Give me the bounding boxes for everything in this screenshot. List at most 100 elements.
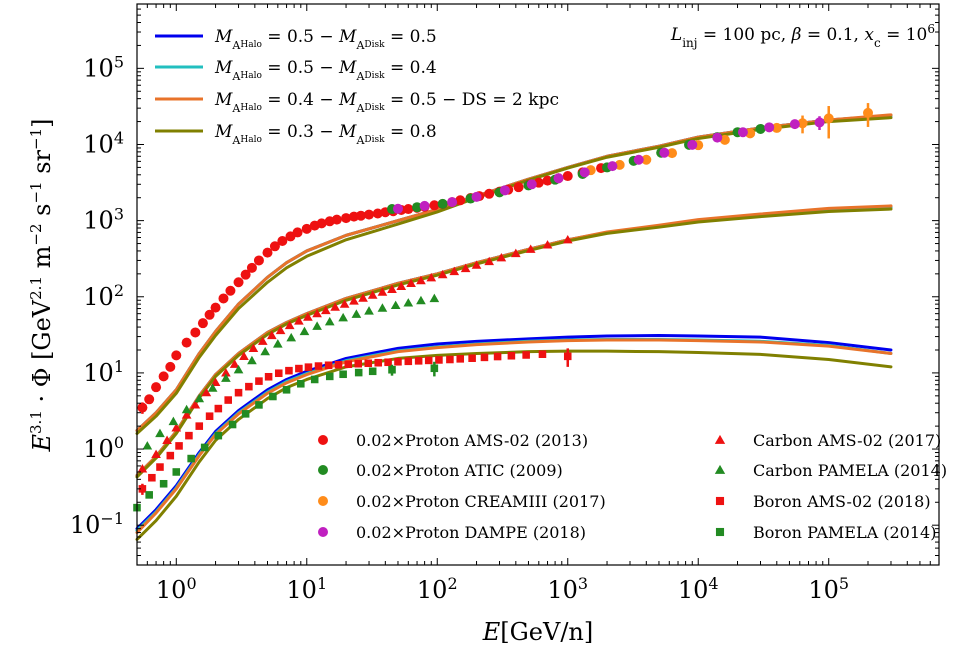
data-point bbox=[151, 449, 161, 459]
data-point bbox=[303, 312, 313, 321]
data-point bbox=[171, 350, 182, 361]
data-point bbox=[447, 197, 458, 208]
data-point bbox=[437, 198, 448, 209]
tick-exponent: 3 bbox=[578, 574, 588, 593]
data-point bbox=[314, 362, 323, 370]
data-point bbox=[404, 357, 413, 366]
data-point bbox=[823, 113, 834, 124]
data-point bbox=[513, 182, 524, 193]
axis-ticks bbox=[136, 3, 940, 566]
data-point bbox=[484, 256, 495, 266]
data-point bbox=[241, 410, 250, 418]
legend-marker-swatch bbox=[318, 465, 328, 475]
y-axis-title: E3.1 · Φ [GeV2.1 m−2 s−1 sr−1] bbox=[27, 118, 56, 452]
data-point bbox=[419, 200, 430, 211]
tick-exponent: 2 bbox=[447, 574, 457, 593]
legend-label: 0.02×Proton ATIC (2009) bbox=[356, 461, 563, 480]
data-point bbox=[339, 370, 347, 379]
legend-label: Carbon AMS-02 (2017) bbox=[753, 431, 941, 450]
data-point bbox=[233, 364, 244, 374]
data-point bbox=[538, 350, 547, 358]
data-point bbox=[292, 227, 303, 238]
x-tick-label: 105 bbox=[808, 574, 849, 605]
legend-entry-dataset-7: Boron AMS-02 (2018) bbox=[715, 492, 931, 511]
data-point bbox=[659, 147, 670, 158]
data-point bbox=[200, 443, 209, 452]
data-point bbox=[403, 204, 414, 215]
tick-exponent: 2 bbox=[114, 280, 124, 299]
data-point bbox=[377, 303, 388, 312]
tick-exponent: 0 bbox=[186, 574, 196, 593]
data-point bbox=[437, 269, 448, 279]
data-point bbox=[814, 117, 825, 128]
data-point bbox=[269, 241, 280, 252]
data-point bbox=[245, 382, 253, 391]
legend-label: 0.02×Proton AMS-02 (2013) bbox=[356, 431, 588, 450]
data-point bbox=[224, 396, 232, 404]
data-point bbox=[234, 388, 243, 397]
legend-entry-dataset-8: Boron PAMELA (2014) bbox=[715, 523, 936, 542]
data-point bbox=[165, 361, 176, 372]
legend-entry-series-3: MAHalo = 0.4 − MADisk = 0.5 − DS = 2 kpc bbox=[155, 90, 559, 115]
data-point bbox=[455, 195, 466, 206]
data-point bbox=[403, 298, 414, 307]
data-point bbox=[267, 330, 277, 340]
data-point bbox=[316, 218, 327, 229]
data-point bbox=[247, 355, 257, 365]
data-point bbox=[159, 479, 168, 488]
data-point bbox=[364, 359, 373, 368]
data-point bbox=[525, 244, 536, 253]
data-point bbox=[275, 325, 286, 335]
data-point bbox=[190, 400, 201, 409]
data-point bbox=[384, 358, 392, 367]
data-point bbox=[330, 302, 340, 311]
tick-base: 10 bbox=[83, 130, 114, 158]
tick-base: 10 bbox=[83, 283, 114, 311]
data-point bbox=[424, 356, 433, 365]
legend-entry-series-4: MAHalo = 0.3 − MADisk = 0.8 bbox=[155, 122, 437, 147]
data-point bbox=[406, 278, 416, 287]
data-point bbox=[228, 420, 237, 429]
data-point bbox=[145, 491, 153, 499]
data-point bbox=[797, 118, 808, 129]
data-point bbox=[542, 240, 553, 249]
tick-exponent: −1 bbox=[100, 509, 124, 528]
dataset-4 bbox=[392, 116, 825, 214]
data-point bbox=[435, 356, 443, 364]
data-point bbox=[863, 107, 874, 118]
data-point bbox=[416, 275, 426, 285]
data-point bbox=[526, 179, 537, 190]
data-point bbox=[633, 154, 644, 165]
dataset-8 bbox=[133, 361, 439, 512]
x-tick-label: 104 bbox=[678, 574, 719, 605]
data-point bbox=[148, 473, 156, 482]
legend-label: Boron AMS-02 (2018) bbox=[753, 492, 931, 511]
dataset-6 bbox=[142, 293, 440, 450]
data-point bbox=[468, 354, 476, 362]
data-point bbox=[175, 442, 183, 450]
legend-label: Carbon PAMELA (2014) bbox=[753, 461, 947, 480]
legend-entry-series-1: MAHalo = 0.5 − MADisk = 0.5 bbox=[155, 27, 437, 52]
data-point bbox=[471, 191, 482, 202]
data-point bbox=[368, 367, 377, 376]
tick-exponent: 5 bbox=[839, 574, 849, 593]
data-point bbox=[240, 269, 251, 280]
data-point bbox=[156, 463, 164, 471]
tick-exponent: 1 bbox=[114, 356, 124, 375]
data-point bbox=[262, 247, 273, 258]
data-point bbox=[414, 357, 423, 365]
data-point bbox=[210, 302, 221, 313]
data-point bbox=[137, 402, 148, 413]
data-point bbox=[297, 379, 305, 388]
data-point bbox=[542, 175, 553, 186]
data-point bbox=[253, 255, 264, 266]
data-point bbox=[755, 123, 766, 134]
data-point bbox=[712, 132, 723, 143]
data-point bbox=[355, 210, 366, 221]
data-point bbox=[499, 185, 510, 196]
data-point bbox=[493, 352, 502, 361]
data-point bbox=[324, 316, 335, 326]
y-tick-label: 105 bbox=[83, 52, 124, 83]
legend-marker-swatch bbox=[715, 496, 725, 506]
